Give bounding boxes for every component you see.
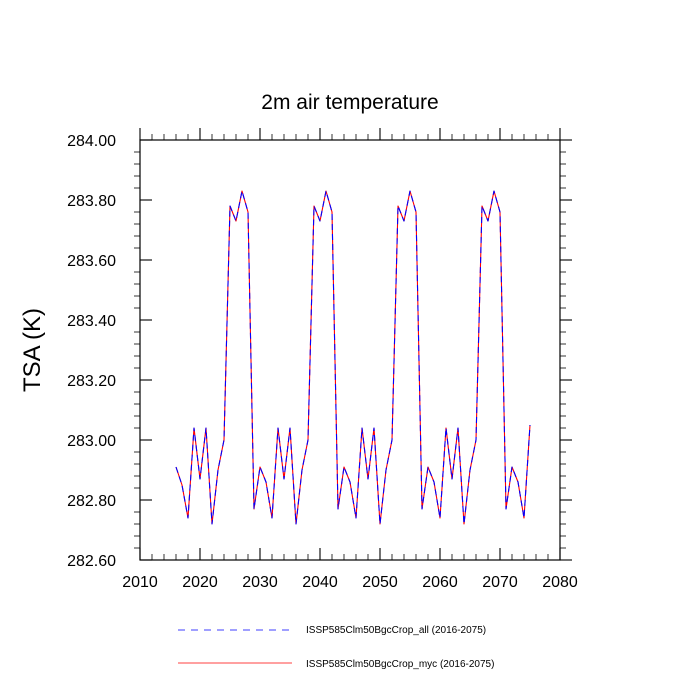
plot-frame [139, 139, 561, 561]
y-axis-label: TSA (K) [19, 308, 46, 392]
x-tick-label: 2070 [482, 574, 518, 591]
legend-label-series-2: ISSP585Clm50BgcCrop_myc (2016-2075) [306, 659, 494, 670]
legend-label-series-1: ISSP585Clm50BgcCrop_all (2016-2075) [306, 625, 486, 636]
y-tick-label: 283.40 [67, 313, 116, 330]
axis-ticks: 2010 2020 2030 2040 2050 2060 2070 2080 282.60 28… [67, 128, 578, 591]
x-tick-label: 2020 [182, 574, 218, 591]
x-tick-label: 2010 [122, 574, 158, 591]
series-line-1 [175, 190, 531, 525]
x-tick-label: 2030 [242, 574, 278, 591]
legend: ISSP585Clm50BgcCrop_all (2016-2075) ISSP… [178, 625, 494, 670]
x-tick-label: 2040 [302, 574, 338, 591]
x-tick-label: 2080 [542, 574, 578, 591]
series-lines [175, 190, 531, 525]
y-tick-label: 284.00 [67, 133, 116, 150]
y-tick-label: 283.20 [67, 373, 116, 390]
y-tick-label: 283.80 [67, 193, 116, 210]
x-tick-label: 2050 [362, 574, 398, 591]
chart-title: 2m air temperature [261, 91, 438, 114]
y-tick-label: 283.60 [67, 253, 116, 270]
x-tick-label: 2060 [422, 574, 458, 591]
y-tick-label: 282.80 [67, 493, 116, 510]
y-tick-label: 283.00 [67, 433, 116, 450]
y-tick-label: 282.60 [67, 553, 116, 570]
